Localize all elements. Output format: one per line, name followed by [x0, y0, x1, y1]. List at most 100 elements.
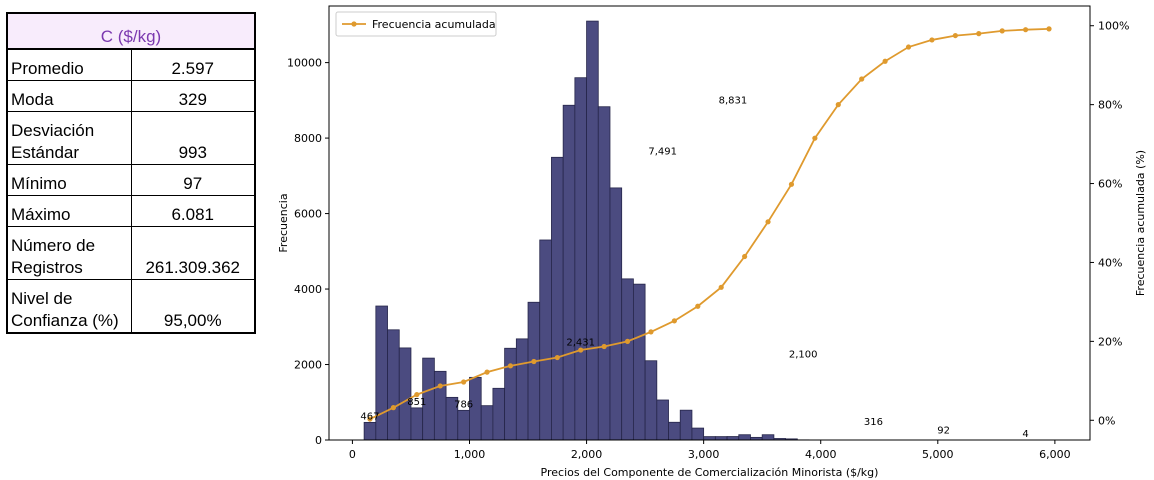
plot-frame: [328, 5, 1091, 441]
histogram-bar: [363, 421, 377, 441]
cumulative-point: [671, 318, 677, 324]
statistics-label-line1: Mínimo: [11, 174, 67, 193]
histogram-bar: [597, 106, 611, 441]
bar-data-label: 2,100: [789, 350, 818, 361]
cumulative-point: [507, 363, 514, 369]
statistics-row-value: 2.597: [130, 48, 256, 81]
y2-tick-label: 60%: [1098, 178, 1122, 191]
histogram-bar: [714, 436, 728, 441]
histogram-bar: [679, 409, 693, 441]
cumulative-point: [929, 37, 935, 43]
cumulative-point: [554, 354, 560, 361]
cumulative-point: [882, 58, 888, 64]
cumulative-point: [648, 329, 654, 335]
y2-tick-label: 80%: [1098, 99, 1122, 112]
x-tick-label: 6,000: [1039, 448, 1071, 461]
statistics-row-value: 97: [130, 164, 256, 196]
cumulative-point: [835, 102, 841, 108]
histogram-chart: 0 1,000 2,000 3,000 4,000 5,000 6,000 0 2000 4000…: [277, 5, 1147, 479]
histogram-bar: [632, 283, 646, 441]
y-tick-label: 8000: [294, 132, 322, 145]
cumulative-point: [624, 338, 631, 344]
x-tick-label: 3,000: [688, 448, 720, 461]
histogram-bar: [703, 436, 716, 441]
statistics-row-value: 993: [130, 111, 256, 165]
cumulative-point: [1023, 27, 1029, 33]
statistics-table-title: C ($/kg): [6, 12, 256, 50]
histogram-bar: [539, 239, 552, 441]
statistics-label-line2: Estándar: [11, 143, 80, 162]
histogram-bar: [410, 407, 424, 441]
bar-data-label: 786: [454, 399, 473, 410]
y-tick-label: 10000: [287, 57, 322, 70]
statistics-label-line2: Confianza (%): [11, 311, 119, 330]
y2-tick-label: 40%: [1098, 256, 1122, 269]
x-tick-label: 2,000: [571, 448, 603, 461]
statistics-label-line1: Máximo: [11, 205, 71, 224]
y2-axis-label: Frecuencia acumulada (%): [1134, 150, 1147, 296]
statistics-row: Promedio 2.597: [6, 48, 256, 81]
histogram-bar: [527, 301, 541, 441]
statistics-row-value: 6.081: [130, 195, 256, 227]
histogram-bar: [515, 338, 529, 441]
statistics-row-label: Mínimo: [6, 164, 132, 196]
histogram-bar: [433, 370, 447, 441]
histogram-bar: [621, 278, 634, 441]
cumulative-point: [859, 76, 865, 82]
cumulative-point: [788, 181, 795, 187]
cumulative-point: [718, 284, 724, 290]
statistics-row: Número de Registros 261.309.362: [6, 226, 256, 280]
histogram-bar: [492, 387, 506, 441]
x-tick-label: 4,000: [805, 448, 837, 461]
statistics-row: Desviación Estándar 993: [6, 111, 256, 165]
x-axis-label: Precios del Componente de Comercializaci…: [541, 466, 879, 479]
bar-data-label: 467: [360, 411, 379, 422]
histogram-bar: [586, 20, 599, 441]
cumulative-point: [390, 405, 396, 411]
cumulative-point: [1046, 26, 1052, 32]
cumulative-point: [578, 347, 584, 353]
y-tick-label: 2000: [294, 359, 322, 372]
cumulative-point: [531, 358, 537, 365]
legend-marker-swatch: [351, 21, 357, 27]
statistics-row: Máximo 6.081: [6, 195, 256, 227]
histogram-bar: [738, 434, 751, 441]
legend-box: [335, 11, 497, 37]
bar-data-label: 851: [407, 397, 426, 408]
statistics-row: Mínimo 97: [6, 164, 256, 196]
cumulative-point: [367, 416, 373, 422]
histogram-bar: [551, 156, 564, 441]
x-tick-label: 0: [349, 448, 356, 461]
cumulative-point: [742, 253, 748, 260]
statistics-row: Nivel de Confianza (%) 95,00%: [6, 279, 256, 334]
x-tick-label: 5,000: [922, 448, 954, 461]
statistics-row-label: Número de Registros: [6, 226, 132, 280]
histogram-bar: [562, 104, 576, 441]
cumulative-point: [905, 44, 912, 50]
cumulative-point: [461, 379, 467, 385]
y-tick-label: 4000: [294, 283, 322, 296]
statistics-label-line1: Nivel de: [11, 289, 73, 308]
statistics-table: C ($/kg) Promedio 2.597 Moda 329 Desviación E…: [6, 12, 256, 334]
cumulative-point: [601, 343, 607, 350]
cumulative-point: [952, 32, 958, 39]
histogram-bar: [668, 421, 681, 441]
y2-tick-label: 20%: [1098, 335, 1122, 348]
statistics-row-label: Máximo: [6, 195, 132, 227]
legend-label: Frecuencia acumulada: [372, 18, 496, 31]
statistics-table-header: C ($/kg): [6, 12, 256, 50]
cumulative-point: [484, 369, 490, 375]
cumulative-point: [437, 383, 443, 389]
histogram-bar: [609, 187, 623, 441]
bar-data-label: 4: [1022, 429, 1028, 440]
histogram-bar: [480, 405, 494, 441]
statistics-row-value: 261.309.362: [130, 226, 256, 280]
cumulative-point: [976, 31, 982, 37]
bar-data-label: 316: [864, 417, 883, 428]
statistics-label-line1: Promedio: [11, 59, 84, 78]
histogram-bar: [761, 434, 775, 441]
histogram-bar: [574, 77, 587, 441]
statistics-label-line2: Registros: [11, 258, 83, 277]
histogram-bar: [457, 409, 470, 441]
histogram-bar: [504, 347, 517, 441]
